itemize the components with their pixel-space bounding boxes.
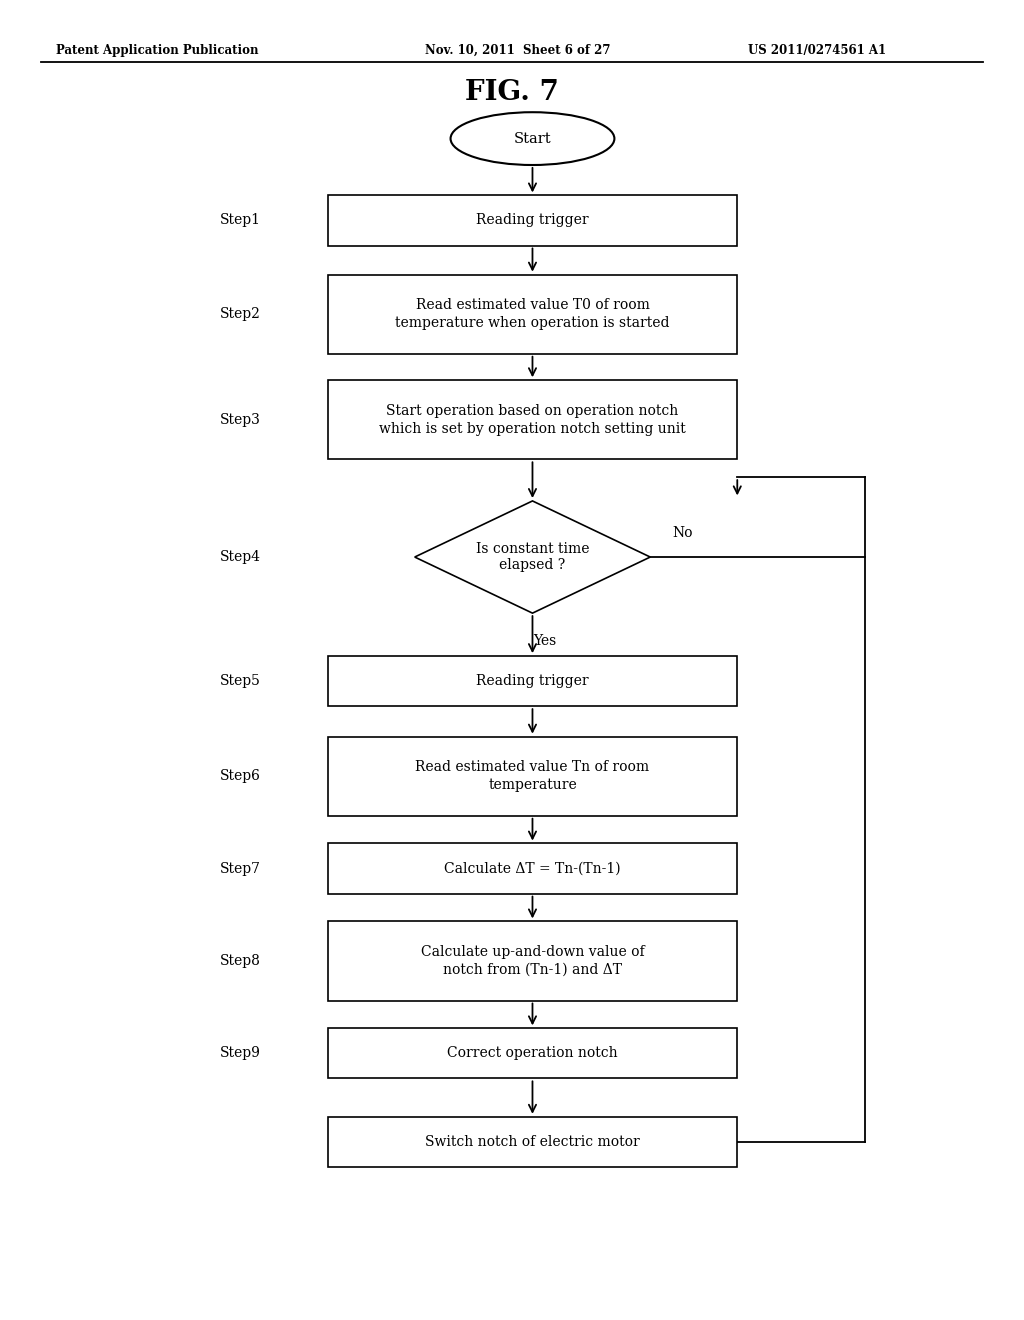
FancyBboxPatch shape (328, 380, 737, 459)
FancyBboxPatch shape (328, 656, 737, 706)
Text: Step1: Step1 (220, 214, 261, 227)
Text: Read estimated value Tn of room
temperature: Read estimated value Tn of room temperat… (416, 760, 649, 792)
Text: Step9: Step9 (220, 1047, 261, 1060)
Text: Nov. 10, 2011  Sheet 6 of 27: Nov. 10, 2011 Sheet 6 of 27 (425, 44, 610, 57)
Text: FIG. 7: FIG. 7 (465, 79, 559, 106)
Text: Step5: Step5 (220, 675, 261, 688)
Text: Step4: Step4 (220, 550, 261, 564)
FancyBboxPatch shape (328, 195, 737, 246)
Text: Calculate up-and-down value of
notch from (Tn-1) and ΔT: Calculate up-and-down value of notch fro… (421, 945, 644, 977)
FancyBboxPatch shape (328, 737, 737, 816)
Text: Start operation based on operation notch
which is set by operation notch setting: Start operation based on operation notch… (379, 404, 686, 436)
Text: Step8: Step8 (220, 954, 261, 968)
Ellipse shape (451, 112, 614, 165)
Text: No: No (673, 527, 693, 540)
Text: Read estimated value T0 of room
temperature when operation is started: Read estimated value T0 of room temperat… (395, 298, 670, 330)
Text: Switch notch of electric motor: Switch notch of electric motor (425, 1135, 640, 1148)
Text: Calculate ΔT = Tn-(Tn-1): Calculate ΔT = Tn-(Tn-1) (444, 862, 621, 875)
FancyBboxPatch shape (328, 1028, 737, 1078)
Text: Patent Application Publication: Patent Application Publication (56, 44, 259, 57)
FancyBboxPatch shape (328, 1117, 737, 1167)
Text: Step7: Step7 (220, 862, 261, 875)
Text: Yes: Yes (534, 635, 556, 648)
Text: Reading trigger: Reading trigger (476, 214, 589, 227)
FancyBboxPatch shape (328, 921, 737, 1001)
Text: Correct operation notch: Correct operation notch (447, 1047, 617, 1060)
Text: Step2: Step2 (220, 308, 261, 321)
FancyBboxPatch shape (328, 843, 737, 894)
Text: Is constant time
elapsed ?: Is constant time elapsed ? (476, 543, 589, 572)
Text: Step6: Step6 (220, 770, 261, 783)
Text: Start: Start (514, 132, 551, 145)
Text: Reading trigger: Reading trigger (476, 675, 589, 688)
Polygon shape (415, 502, 650, 612)
Text: US 2011/0274561 A1: US 2011/0274561 A1 (748, 44, 886, 57)
FancyBboxPatch shape (328, 275, 737, 354)
Text: Step3: Step3 (220, 413, 261, 426)
